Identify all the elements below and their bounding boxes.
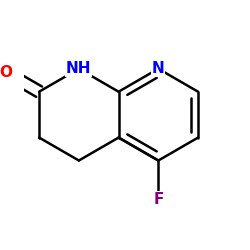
Text: N: N [152,61,165,76]
Text: F: F [153,192,164,207]
Text: NH: NH [66,61,92,76]
Text: O: O [0,65,12,80]
